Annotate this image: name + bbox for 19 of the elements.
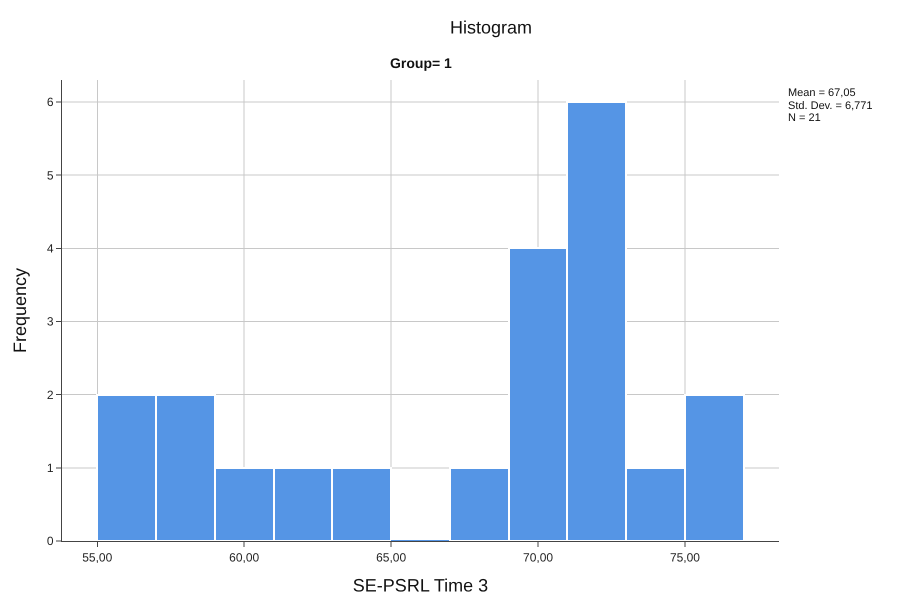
text: N = 21 [788,112,821,124]
y-tick-label: 6 [46,95,54,110]
y-tick-label: 2 [46,388,54,402]
x-tick-label: 65,00 [376,550,406,564]
y-tick-label: 1 [46,461,54,476]
chart-title: Histogram [450,18,532,38]
text: Mean = 67,05 [788,87,856,99]
x-tick-label: 70,00 [523,550,554,564]
x-axis-title: SE-PSRL Time 3 [352,576,488,596]
x-tick-label: 60,00 [229,550,260,564]
y-tick-label: 3 [46,314,54,329]
x-tick-label: 55,00 [82,550,113,564]
y-tick-label: 0 [46,534,54,548]
y-tick-label: 5 [46,168,54,182]
x-tick-label: 75,00 [670,550,700,564]
chart-subtitle: Group= 1 [390,55,452,71]
y-axis-title: Frequency [10,268,30,354]
text: Std. Dev. = 6,771 [788,100,872,112]
y-tick-label: 4 [46,242,54,256]
